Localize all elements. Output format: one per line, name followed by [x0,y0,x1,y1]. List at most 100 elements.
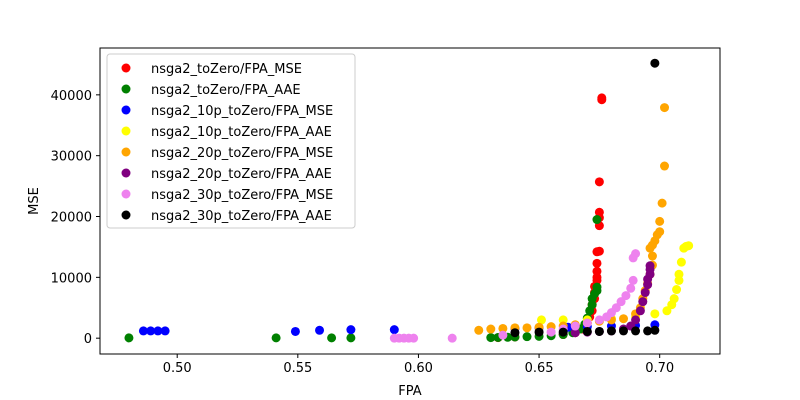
legend-item: nsga2_toZero/FPA_MSE [121,62,302,77]
data-point [616,297,626,307]
data-point [536,315,546,325]
legend-item: nsga2_10p_toZero/FPA_AAE [121,125,332,140]
data-point [534,327,544,337]
legend-label: nsga2_toZero/FPA_MSE [151,62,302,77]
y-axis: 0 10000 20000 30000 40000 [51,89,100,347]
data-point [592,258,602,268]
legend-marker [121,210,131,220]
data-point [138,326,148,336]
series-8 [510,58,660,338]
data-point [655,227,665,237]
data-point [522,323,532,333]
x-axis-label: FPA [398,384,421,399]
x-tick-label: 0.70 [645,361,674,376]
data-point [570,321,580,331]
legend-marker [121,63,131,73]
legend-box [106,53,356,229]
data-point [635,306,645,316]
data-point [510,328,520,338]
data-point [619,326,629,336]
data-point [346,333,356,343]
data-point [660,161,670,171]
legend-marker [121,168,131,178]
x-tick-label: 0.55 [283,361,312,376]
data-point [409,333,419,343]
legend-label: nsga2_10p_toZero/FPA_MSE [151,104,333,119]
data-point [315,325,325,335]
legend-marker [121,189,131,199]
data-point [660,103,670,113]
data-point [672,285,682,295]
legend-label: nsga2_20p_toZero/FPA_MSE [151,146,333,161]
data-point [626,283,636,293]
data-point [611,303,621,313]
data-point [628,275,638,285]
plot-frame [99,47,721,355]
data-point [640,288,650,298]
data-point [498,330,508,340]
data-point [153,326,163,336]
data-point [486,333,496,343]
data-point [594,315,604,325]
data-point [650,325,660,335]
legend-marker [121,84,131,94]
data-point [570,328,580,338]
data-point [669,294,679,304]
legend-label: nsga2_30p_toZero/FPA_AAE [151,209,332,224]
y-tick-label: 20000 [51,211,92,226]
x-tick-label: 0.65 [525,361,554,376]
data-point [522,332,532,342]
data-point [594,326,604,336]
data-point [594,246,604,256]
data-point [582,318,592,328]
legend-item: nsga2_20p_toZero/FPA_MSE [121,146,333,161]
y-tick-label: 30000 [51,150,92,165]
legend-label: nsga2_10p_toZero/FPA_AAE [151,125,332,140]
legend-item: nsga2_30p_toZero/FPA_MSE [121,188,333,203]
data-point [160,326,170,336]
data-point [594,207,604,217]
data-point [631,249,641,259]
data-point [389,325,399,335]
y-tick-label: 40000 [51,89,92,104]
data-point [655,216,665,226]
data-point [498,323,508,333]
data-point [592,266,602,276]
data-point [582,326,592,336]
legend-item: nsga2_toZero/FPA_AAE [121,83,301,98]
legend-item: nsga2_10p_toZero/FPA_MSE [121,104,333,119]
data-point [657,198,667,208]
data-point [606,326,616,336]
x-axis: 0.50 0.55 0.60 0.65 0.70 [163,354,674,376]
data-point [146,326,156,336]
data-point [546,327,556,337]
data-point [684,241,694,251]
data-point [558,327,568,337]
data-point [647,251,657,261]
data-point [290,326,300,336]
data-point [631,315,641,325]
y-axis-label: MSE [27,187,42,215]
data-point [346,325,356,335]
data-point [643,326,653,336]
legend-marker [121,126,131,136]
legend-label: nsga2_toZero/FPA_AAE [151,83,301,98]
legend-label: nsga2_30p_toZero/FPA_MSE [151,188,333,203]
data-point [645,261,655,271]
data-point [594,177,604,187]
data-point [124,333,134,343]
x-tick-label: 0.50 [163,361,192,376]
series-7 [389,249,641,343]
y-tick-label: 10000 [51,271,92,286]
data-point [650,58,660,68]
data-points [124,58,694,343]
data-point [592,215,602,225]
legend-item: nsga2_30p_toZero/FPA_AAE [121,209,332,224]
data-point [447,333,457,343]
data-point [662,306,672,316]
legend: nsga2_toZero/FPA_MSE nsga2_toZero/FPA_AAE… [106,53,356,229]
data-point [676,257,686,267]
data-point [638,297,648,307]
data-point [650,309,660,319]
